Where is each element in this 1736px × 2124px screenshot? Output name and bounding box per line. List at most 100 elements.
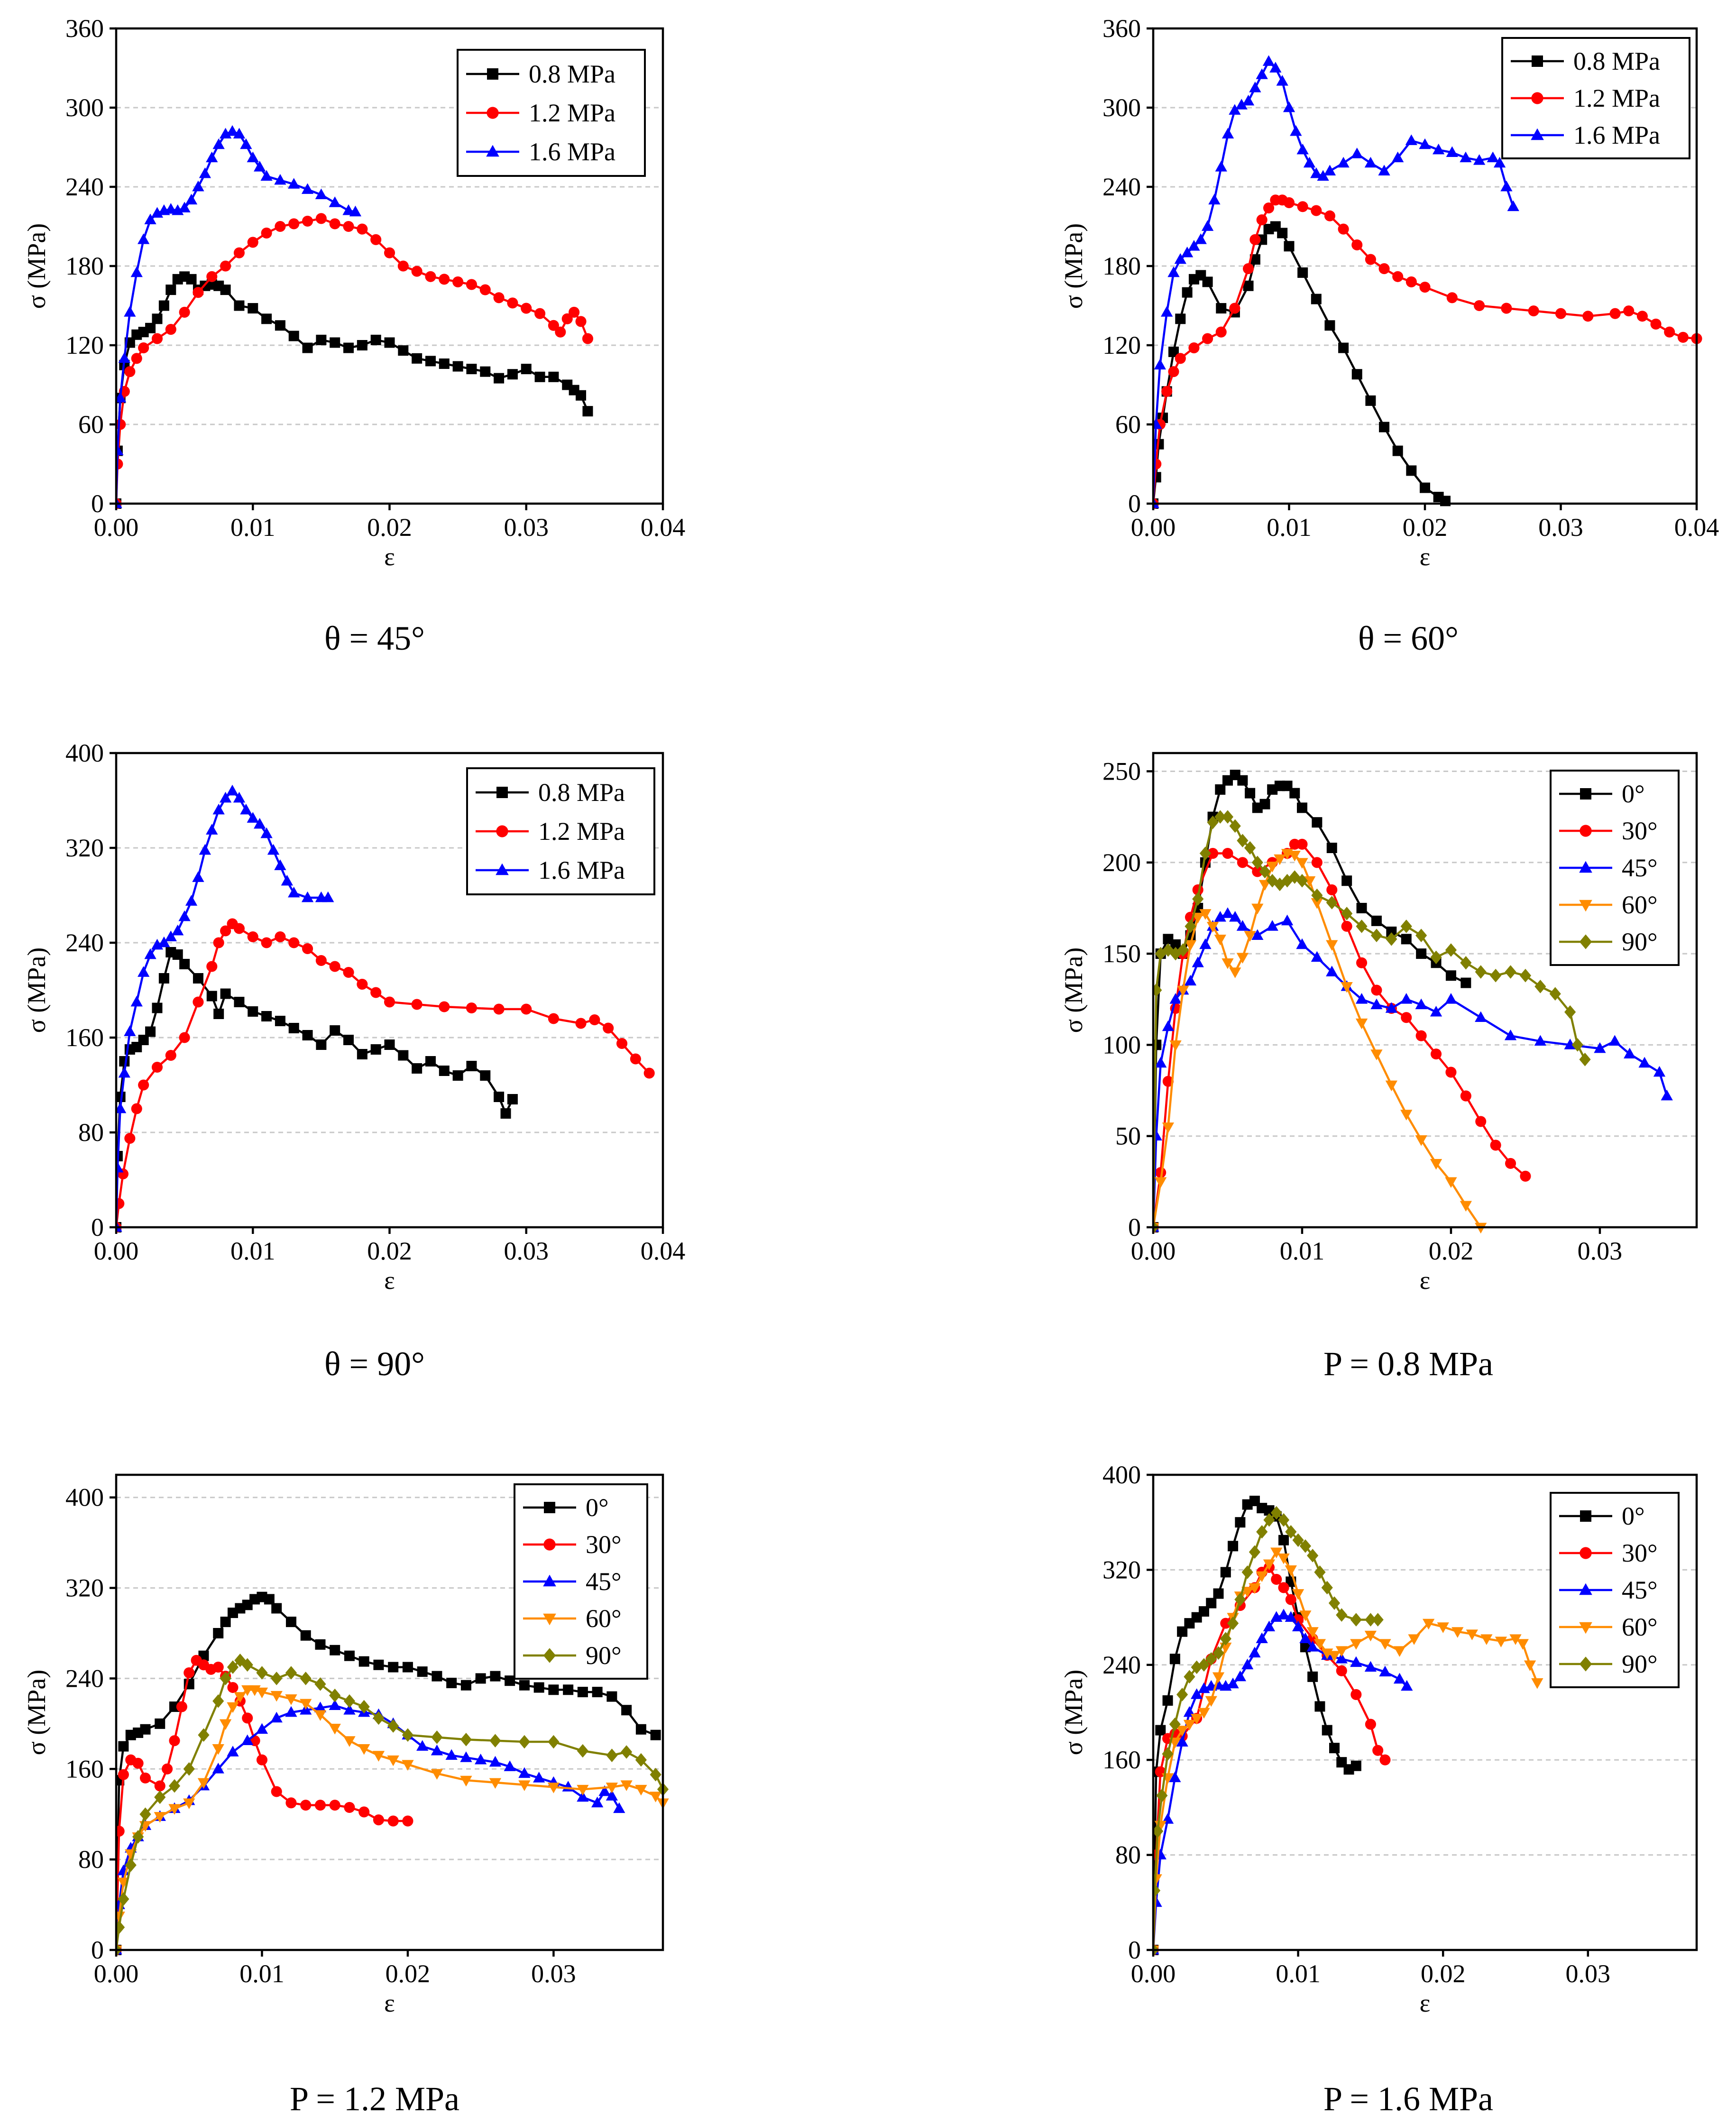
x-tick-label: 0.00 bbox=[94, 513, 139, 542]
data-point bbox=[314, 1701, 327, 1712]
legend-marker bbox=[486, 145, 499, 157]
data-point bbox=[212, 1694, 224, 1708]
legend-marker bbox=[1579, 861, 1592, 873]
chart-panel-3: 0.00 0.01 0.02 0.03 0.04 0 80 160 240 320 400 ε σ (M… bbox=[22, 739, 685, 1383]
legend-marker bbox=[1532, 55, 1543, 67]
data-point bbox=[555, 326, 566, 338]
data-point bbox=[118, 1769, 129, 1780]
data-point bbox=[1216, 303, 1227, 314]
data-point bbox=[1328, 1596, 1341, 1610]
data-point bbox=[274, 174, 286, 185]
data-point bbox=[569, 306, 580, 318]
data-point bbox=[1214, 910, 1226, 922]
data-point bbox=[431, 1769, 443, 1780]
data-point bbox=[1285, 1525, 1297, 1539]
data-point bbox=[1185, 919, 1196, 933]
data-point bbox=[343, 966, 354, 978]
data-point bbox=[1531, 1678, 1543, 1689]
data-point bbox=[300, 1699, 312, 1710]
data-point bbox=[1500, 180, 1513, 192]
data-point bbox=[1155, 1725, 1166, 1736]
data-point bbox=[489, 1734, 501, 1747]
data-point bbox=[1379, 422, 1390, 432]
data-point bbox=[1188, 240, 1200, 251]
data-point bbox=[139, 1772, 151, 1784]
data-point bbox=[138, 342, 149, 354]
data-point bbox=[116, 1198, 125, 1209]
data-point bbox=[1326, 884, 1338, 896]
data-point bbox=[1430, 1005, 1442, 1017]
data-point bbox=[521, 364, 532, 375]
data-point bbox=[1326, 896, 1338, 910]
data-point bbox=[1214, 934, 1226, 946]
x-tick-label: 0.01 bbox=[239, 1959, 285, 1988]
legend-marker bbox=[544, 1502, 555, 1513]
data-point bbox=[1176, 1726, 1188, 1737]
data-point bbox=[613, 1802, 625, 1813]
data-point bbox=[1401, 934, 1412, 945]
data-point bbox=[1311, 951, 1323, 962]
data-point bbox=[1653, 1066, 1666, 1077]
y-tick-label: 200 bbox=[1102, 848, 1141, 877]
data-point bbox=[1638, 1057, 1651, 1068]
data-point bbox=[275, 221, 286, 232]
data-point bbox=[329, 1724, 341, 1735]
data-point bbox=[1314, 1565, 1326, 1579]
data-point bbox=[1326, 940, 1338, 951]
data-point bbox=[1400, 993, 1413, 1004]
y-tick-label: 240 bbox=[65, 929, 104, 957]
data-point bbox=[606, 1783, 618, 1793]
data-point bbox=[1292, 1620, 1304, 1631]
data-point bbox=[124, 1132, 136, 1144]
data-point bbox=[1534, 1035, 1546, 1046]
data-point bbox=[494, 373, 505, 384]
data-point bbox=[1274, 854, 1286, 865]
data-point bbox=[1277, 1609, 1290, 1619]
data-point bbox=[154, 1812, 166, 1823]
data-point bbox=[1341, 982, 1353, 993]
data-point bbox=[1624, 1048, 1636, 1058]
data-point bbox=[184, 1667, 195, 1679]
data-point bbox=[152, 313, 163, 324]
data-point bbox=[145, 322, 156, 333]
data-point bbox=[547, 1783, 560, 1793]
x-tick-label: 0.02 bbox=[1421, 1959, 1466, 1988]
data-point bbox=[397, 260, 409, 272]
data-point bbox=[1378, 165, 1390, 175]
data-point bbox=[1251, 929, 1264, 940]
data-point bbox=[1191, 1688, 1203, 1699]
data-point bbox=[582, 406, 593, 417]
data-point bbox=[213, 1628, 224, 1638]
legend-marker bbox=[1579, 1583, 1592, 1595]
data-point bbox=[226, 784, 239, 796]
data-point bbox=[1249, 1646, 1261, 1658]
legend-label: 1.6 MPa bbox=[538, 856, 625, 884]
data-point bbox=[145, 1026, 156, 1037]
data-point bbox=[220, 1672, 231, 1685]
data-point bbox=[1555, 308, 1567, 319]
data-point bbox=[1304, 876, 1316, 887]
data-point bbox=[1283, 197, 1295, 208]
data-point bbox=[1269, 62, 1282, 73]
data-point bbox=[1386, 926, 1397, 937]
data-point bbox=[302, 943, 313, 955]
data-point bbox=[315, 1639, 326, 1650]
data-point bbox=[275, 931, 286, 943]
data-point bbox=[402, 1815, 413, 1827]
x-axis-label: ε bbox=[384, 1266, 395, 1295]
data-point bbox=[1405, 134, 1417, 145]
data-point bbox=[1222, 128, 1234, 139]
data-point bbox=[384, 1039, 395, 1050]
data-point bbox=[1355, 1018, 1368, 1030]
data-point bbox=[1296, 143, 1309, 155]
data-point bbox=[256, 1687, 268, 1699]
data-point bbox=[452, 361, 463, 372]
data-point bbox=[358, 1656, 369, 1667]
data-point bbox=[1184, 1670, 1195, 1684]
data-point bbox=[589, 1014, 600, 1026]
legend-label: 0° bbox=[1622, 1502, 1645, 1530]
series-line-2 bbox=[1153, 199, 1697, 504]
data-point bbox=[1582, 311, 1594, 322]
data-point bbox=[1234, 1670, 1247, 1682]
legend-marker bbox=[496, 825, 508, 837]
